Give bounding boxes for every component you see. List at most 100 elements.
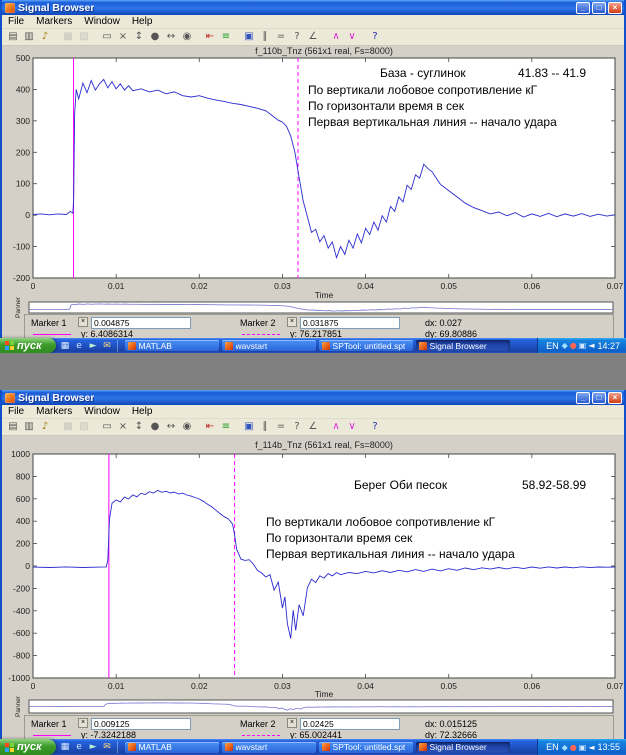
start-button[interactable]: пуск: [0, 338, 56, 353]
new-window-icon[interactable]: ▣: [244, 421, 254, 432]
ie-browser-icon[interactable]: e: [76, 742, 82, 752]
media-player-icon[interactable]: ►: [89, 742, 97, 752]
menu-markers[interactable]: Markers: [36, 16, 73, 27]
marker1-close-button[interactable]: ×: [78, 718, 88, 728]
annotation-vertical-axis: По вертикали лобовое сопротивление кГ: [308, 83, 538, 97]
print-icon[interactable]: ▤: [8, 31, 18, 42]
menu-markers[interactable]: Markers: [36, 406, 73, 417]
select-range-icon[interactable]: ▭: [102, 421, 112, 432]
valley-markers-icon[interactable]: ∨: [348, 421, 356, 432]
play-sound-icon[interactable]: ♪: [41, 31, 49, 42]
help-icon[interactable]: ?: [372, 31, 378, 42]
expand-x-icon[interactable]: ↔: [166, 421, 176, 432]
center-y-icon[interactable]: ●: [150, 31, 160, 42]
print-icon[interactable]: ▤: [8, 421, 18, 432]
expand-y-icon[interactable]: ↕: [134, 31, 144, 42]
peak-markers-icon[interactable]: ∧: [332, 421, 340, 432]
mail-icon[interactable]: ✉: [103, 340, 111, 351]
taskbar-divider: [116, 740, 122, 754]
menu-help[interactable]: Help: [131, 16, 153, 27]
select-range-icon[interactable]: ▭: [102, 31, 112, 42]
minimize-button[interactable]: _: [576, 391, 590, 404]
close-button[interactable]: ×: [608, 1, 622, 14]
panner-strip[interactable]: [3, 699, 623, 714]
zoom-xy-icon[interactable]: ×: [118, 31, 128, 42]
show-desktop-icon[interactable]: ▦: [60, 742, 70, 752]
help-icon[interactable]: ?: [372, 421, 378, 432]
center-x-icon[interactable]: ◉: [182, 421, 192, 432]
play-to-marker-icon[interactable]: ⇤: [205, 421, 215, 432]
peak-markers-icon[interactable]: ∧: [332, 31, 340, 42]
title-bar[interactable]: Signal Browser _ □ ×: [2, 390, 624, 405]
menu-help[interactable]: Help: [131, 406, 153, 417]
task-button-matlab[interactable]: MATLAB: [124, 340, 219, 351]
task-button-signal-browser[interactable]: Signal Browser: [415, 741, 510, 753]
language-indicator[interactable]: EN: [546, 340, 559, 351]
marker2-y-value: y: 76.217851: [290, 329, 343, 339]
marker-values-icon[interactable]: ?: [294, 31, 300, 42]
task-button-wavstart[interactable]: wavstart: [221, 741, 316, 753]
print-preview-icon[interactable]: ▥: [24, 421, 34, 432]
track-slope-icon[interactable]: ∠: [308, 421, 318, 432]
horizontal-markers-icon[interactable]: =: [276, 31, 286, 42]
zoom-xy-icon[interactable]: ×: [118, 421, 128, 432]
play-to-marker-icon[interactable]: ⇤: [205, 31, 215, 42]
display-tray-icon[interactable]: ▣: [578, 341, 587, 350]
marker2-close-button[interactable]: ×: [287, 718, 297, 728]
task-button-sptool[interactable]: SPTool: untitled.spt: [318, 741, 413, 753]
menu-file[interactable]: File: [8, 16, 25, 27]
marker2-close-button[interactable]: ×: [287, 317, 297, 327]
start-button[interactable]: пуск: [0, 739, 56, 755]
close-button[interactable]: ×: [608, 391, 622, 404]
panner-strip[interactable]: [3, 301, 623, 314]
horizontal-markers-icon[interactable]: =: [276, 421, 286, 432]
track-slope-icon[interactable]: ∠: [308, 31, 318, 42]
expand-x-icon[interactable]: ↔: [166, 31, 176, 42]
center-x-icon[interactable]: ◉: [182, 31, 192, 42]
menu-window[interactable]: Window: [84, 16, 120, 27]
threshold-lines-icon[interactable]: ≡: [221, 421, 231, 432]
clock[interactable]: 14:27: [597, 340, 620, 351]
vertical-markers-icon[interactable]: ∥: [262, 421, 268, 432]
task-button-signal-browser[interactable]: Signal Browser: [415, 340, 510, 351]
center-y-icon[interactable]: ●: [150, 421, 160, 432]
antivirus-tray-icon[interactable]: ◆: [561, 341, 568, 350]
title-bar[interactable]: Signal Browser _ □ ×: [2, 0, 624, 15]
valley-markers-icon[interactable]: ∨: [348, 31, 356, 42]
mail-icon[interactable]: ✉: [103, 742, 111, 752]
task-button-wavstart[interactable]: wavstart: [221, 340, 316, 351]
media-player-icon[interactable]: ►: [89, 340, 97, 351]
language-indicator[interactable]: EN: [546, 742, 559, 752]
minimize-button[interactable]: _: [576, 1, 590, 14]
volume-tray-icon[interactable]: ◄: [588, 742, 595, 752]
vertical-markers-icon[interactable]: ∥: [262, 31, 268, 42]
marker-values-icon[interactable]: ?: [294, 421, 300, 432]
threshold-lines-icon[interactable]: ≡: [221, 31, 231, 42]
update-tray-icon[interactable]: ●: [569, 341, 577, 350]
menu-window[interactable]: Window: [84, 406, 120, 417]
signal-plot[interactable]: f_114b_Tnz (561x1 real, Fs=8000) -1000 -80…: [3, 436, 623, 698]
display-tray-icon[interactable]: ▣: [578, 742, 587, 752]
task-button-sptool[interactable]: SPTool: untitled.spt: [318, 340, 413, 351]
show-desktop-icon[interactable]: ▦: [60, 340, 70, 351]
marker1-x-input[interactable]: [91, 317, 191, 329]
antivirus-tray-icon[interactable]: ◆: [561, 742, 568, 752]
signal-plot[interactable]: f_110b_Tnz (561x1 real, Fs=8000) -200 -100…: [3, 46, 623, 300]
maximize-button[interactable]: □: [592, 391, 606, 404]
ie-browser-icon[interactable]: e: [76, 340, 82, 351]
marker2-x-input[interactable]: [300, 317, 400, 329]
clock[interactable]: 13:55: [597, 742, 620, 752]
expand-y-icon[interactable]: ↕: [134, 421, 144, 432]
marker2-x-input[interactable]: [300, 718, 400, 730]
update-tray-icon[interactable]: ●: [569, 742, 577, 752]
new-window-icon[interactable]: ▣: [244, 31, 254, 42]
task-button-matlab[interactable]: MATLAB: [124, 741, 219, 753]
menu-file[interactable]: File: [8, 406, 25, 417]
marker1-close-button[interactable]: ×: [78, 317, 88, 327]
print-preview-icon[interactable]: ▥: [24, 31, 34, 42]
maximize-button[interactable]: □: [592, 1, 606, 14]
toolbar-separator: [321, 420, 328, 434]
marker1-x-input[interactable]: [91, 718, 191, 730]
play-sound-icon[interactable]: ♪: [41, 421, 49, 432]
volume-tray-icon[interactable]: ◄: [588, 341, 595, 350]
